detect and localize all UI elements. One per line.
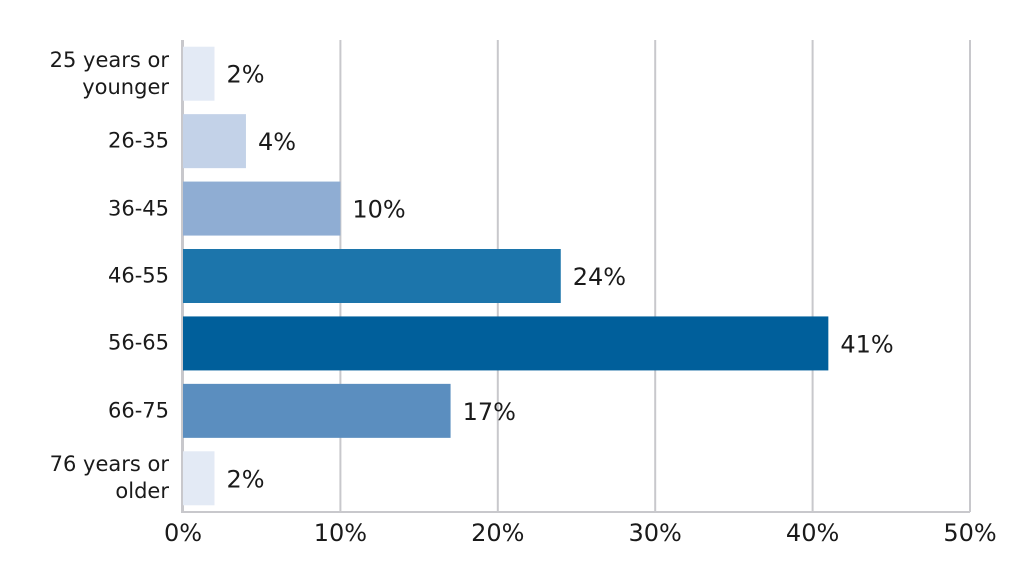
bar [183,46,215,101]
y-tick-label: 36-45 [107,196,169,221]
y-tick-label: 46-55 [107,263,169,288]
bar [183,316,829,371]
y-tick-label: 76 years or older [49,452,169,504]
bar [183,114,246,169]
x-tick-label: 0% [164,519,202,547]
bar [183,181,341,236]
value-label: 17% [463,398,516,426]
x-tick-label: 40% [786,519,839,547]
bar [183,383,451,438]
value-label: 2% [226,61,264,89]
y-tick-label: 26-35 [107,128,169,153]
value-label: 24% [573,263,626,291]
y-tick-label: 25 years or younger [49,47,169,99]
value-label: 4% [258,128,296,156]
value-label: 2% [226,465,264,493]
x-tick-label: 20% [471,519,524,547]
x-tick-label: 10% [314,519,367,547]
value-label: 41% [840,330,893,358]
y-tick-label: 56-65 [107,330,169,355]
x-tick-label: 50% [943,519,996,547]
x-tick-label: 30% [629,519,682,547]
value-label: 10% [352,196,405,224]
y-tick-label: 66-75 [107,398,169,423]
bar [183,451,215,506]
bar [183,249,561,303]
